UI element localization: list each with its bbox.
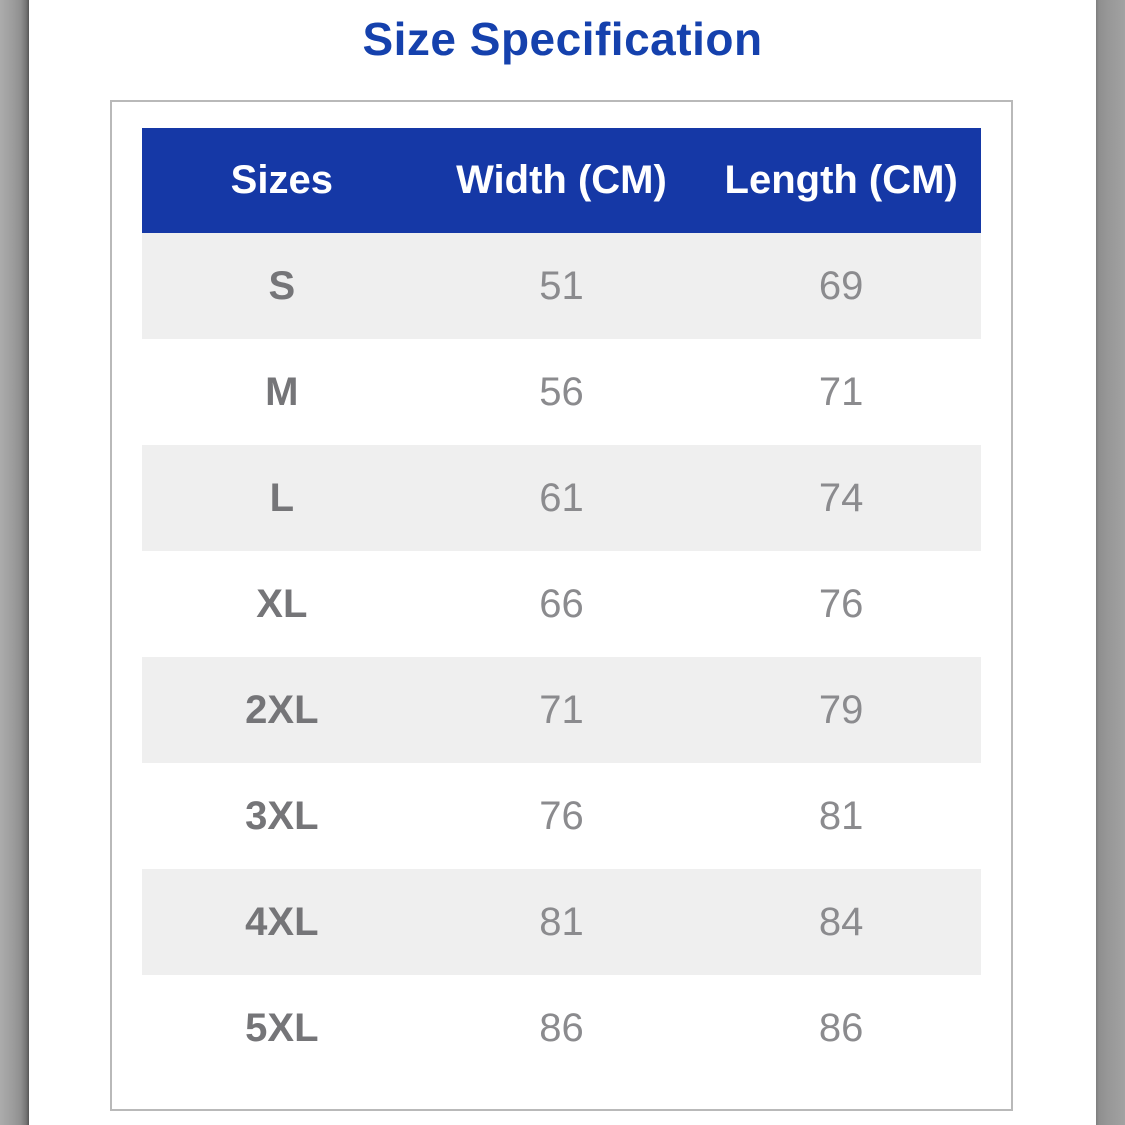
size-cell: 5XL [245,1005,319,1050]
size-cell: XL [256,581,308,626]
length-cell: 86 [818,1005,864,1050]
width-cell: 76 [539,793,584,838]
width-cell: 81 [539,899,584,944]
width-cell: 86 [539,1005,584,1050]
length-cell: 79 [818,687,864,732]
size-chart-card: Sizes Width (CM) Length (CM) S 51 69 M 5… [110,100,1013,1111]
table-row: XL 66 76 [142,551,981,657]
table-row: 5XL 86 86 [142,975,981,1081]
size-table-header-row: Sizes Width (CM) Length (CM) [142,128,981,233]
size-cell: M [265,369,299,414]
page-edge-right [1096,0,1125,1125]
width-cell: 71 [539,687,584,732]
table-row: 3XL 76 81 [142,763,981,869]
size-table: Sizes Width (CM) Length (CM) S 51 69 M 5… [142,128,981,1081]
size-cell: L [269,475,295,520]
table-row: 2XL 71 79 [142,657,981,763]
size-cell: 4XL [245,899,319,944]
size-cell: 2XL [245,687,319,732]
table-row: S 51 69 [142,233,981,339]
column-header-sizes: Sizes [230,158,333,202]
width-cell: 66 [539,581,584,626]
table-row: L 61 74 [142,445,981,551]
size-cell: 3XL [245,793,319,838]
table-row: M 56 71 [142,339,981,445]
size-cell: S [268,263,296,308]
width-cell: 61 [539,475,584,520]
length-cell: 74 [818,475,864,520]
length-cell: 84 [818,899,864,944]
length-cell: 69 [818,263,864,308]
width-cell: 51 [539,263,584,308]
table-row: 4XL 81 84 [142,869,981,975]
size-table-body: S 51 69 M 56 71 L 61 74 XL 66 76 2XL 71 … [142,233,981,1081]
length-cell: 71 [818,369,864,414]
width-cell: 56 [539,369,584,414]
column-header-width: Width (CM) [456,158,667,202]
column-header-length: Length (CM) [724,158,958,202]
length-cell: 81 [818,793,864,838]
page-edge-left [0,0,29,1125]
length-cell: 76 [818,581,864,626]
page-title: Size Specification [362,13,763,65]
